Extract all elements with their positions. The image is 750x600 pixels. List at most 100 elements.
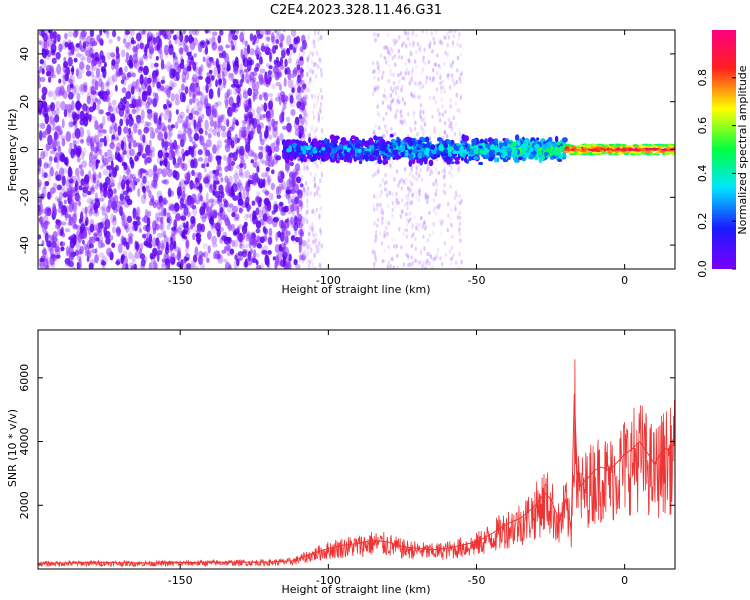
spectrogram-cell: [121, 72, 126, 82]
spectrogram-cell: [148, 150, 153, 157]
spectrogram-cell: [303, 38, 306, 44]
spectrogram-cell: [315, 248, 319, 254]
spectrogram-cell: [310, 124, 314, 130]
spectrogram-cell: [542, 144, 547, 151]
spectrogram-cell: [84, 249, 90, 257]
spectrogram-cell: [208, 127, 214, 133]
spectrogram-cell: [210, 60, 216, 66]
spectrogram-cell: [447, 35, 451, 40]
spectrogram-cell: [416, 132, 419, 137]
spectrogram-cell: [115, 52, 120, 59]
spectrogram-cell: [271, 210, 276, 215]
spectrogram-cell: [55, 196, 59, 201]
spectrogram-cell: [264, 160, 269, 167]
spectrogram-cell: [454, 259, 458, 265]
spectrogram-cell: [443, 190, 447, 196]
spectrogram-cell: [267, 126, 272, 132]
spectrogram-cell: [228, 224, 234, 231]
spectrogram-cell: [400, 151, 405, 156]
spectrogram-cell: [57, 124, 63, 135]
spectrogram-cell: [51, 49, 56, 56]
spectrogram-cell: [418, 47, 421, 53]
spectrogram-cell: [374, 38, 377, 43]
spectrogram-cell: [404, 30, 407, 35]
spectrogram-cell: [301, 255, 305, 261]
spectrogram-cell: [194, 30, 200, 36]
spectrogram-cell: [375, 33, 379, 38]
spectrogram-cell: [259, 158, 266, 164]
spectrogram-cell: [408, 126, 411, 131]
spectrogram-cell: [139, 134, 146, 142]
spectrogram-cell: [49, 246, 54, 257]
figure-title: C2E4.2023.328.11.46.G31: [270, 3, 442, 18]
spectrogram-cell: [453, 131, 457, 137]
spectrogram-cell: [148, 46, 155, 55]
spectrogram-cell: [265, 207, 271, 212]
spectrogram-cell: [146, 38, 151, 46]
spectrogram-cell: [260, 204, 266, 209]
spectrogram-cell: [171, 226, 177, 232]
spectrogram-cell: [373, 75, 376, 80]
spectrogram-cell: [172, 208, 178, 215]
spectrogram-cell: [78, 218, 83, 224]
spectrogram-cell: [79, 61, 85, 70]
spectrogram-cell: [279, 133, 284, 141]
spectrogram-cell: [450, 222, 453, 228]
spectrogram-cell: [426, 251, 429, 257]
spectrogram-cell: [258, 178, 265, 189]
spectrogram-cell: [292, 84, 297, 92]
spectrogram-cell: [111, 226, 117, 234]
spectrogram-cell: [68, 214, 72, 224]
spectrogram-cell: [39, 59, 45, 65]
spectrogram-cell: [183, 193, 189, 198]
spectrogram-cell: [315, 141, 320, 149]
spectrogram-cell: [365, 151, 370, 155]
spectrogram-cell: [306, 86, 309, 92]
spectrogram-cell: [302, 251, 305, 257]
spectrogram-cell: [384, 187, 387, 192]
spectrogram-cell: [307, 231, 311, 237]
spectrogram-cell: [159, 216, 164, 225]
spectrogram-cell: [150, 227, 155, 237]
spectrogram-cell: [406, 206, 409, 211]
spectrogram-cell: [62, 192, 68, 198]
spectrogram-cell: [459, 95, 462, 101]
spectrogram-cell: [443, 149, 449, 154]
spectrogram-cell: [76, 109, 81, 121]
spectrogram-cell: [297, 125, 302, 131]
spectrogram-cell: [393, 86, 396, 92]
spectrogram-cell: [378, 68, 381, 73]
spectrogram-cell: [318, 56, 321, 62]
spectrogram-cell: [306, 245, 309, 251]
spectrogram-cell: [277, 186, 282, 195]
spectrogram-cell: [442, 175, 446, 180]
spectrogram-cell: [104, 61, 107, 68]
spectrogram-cell: [389, 46, 393, 52]
spectrogram-cell: [55, 125, 61, 132]
spectrogram-cell: [432, 75, 435, 81]
spectrogram-cell: [300, 46, 304, 53]
spectrogram-cell: [50, 74, 57, 79]
spectrogram-cell: [54, 114, 60, 123]
spectrogram-cell: [116, 259, 120, 267]
spectrogram-cell: [389, 133, 394, 138]
spectrogram-cell: [437, 63, 440, 68]
spectrogram-cell: [76, 156, 81, 163]
spectrogram-cell: [138, 66, 144, 71]
spectrogram-cell: [391, 237, 394, 242]
spectrogram-cell: [81, 151, 85, 160]
spectrogram-cell: [444, 35, 448, 41]
spectrogram-cell: [317, 117, 320, 123]
spectrogram-cell: [168, 202, 174, 210]
spectrogram-cell: [375, 195, 379, 200]
spectrogram-cell: [91, 248, 97, 254]
spectrogram-cell: [88, 114, 92, 123]
spectrogram-cell: [115, 146, 120, 153]
spectrogram-cell: [406, 186, 410, 191]
spectrogram-cell: [426, 142, 431, 148]
spectrogram-cell: [226, 118, 230, 128]
spectrogram-cell: [443, 130, 447, 135]
spectrogram-cell: [400, 177, 403, 182]
spectrogram-cell: [143, 53, 149, 62]
